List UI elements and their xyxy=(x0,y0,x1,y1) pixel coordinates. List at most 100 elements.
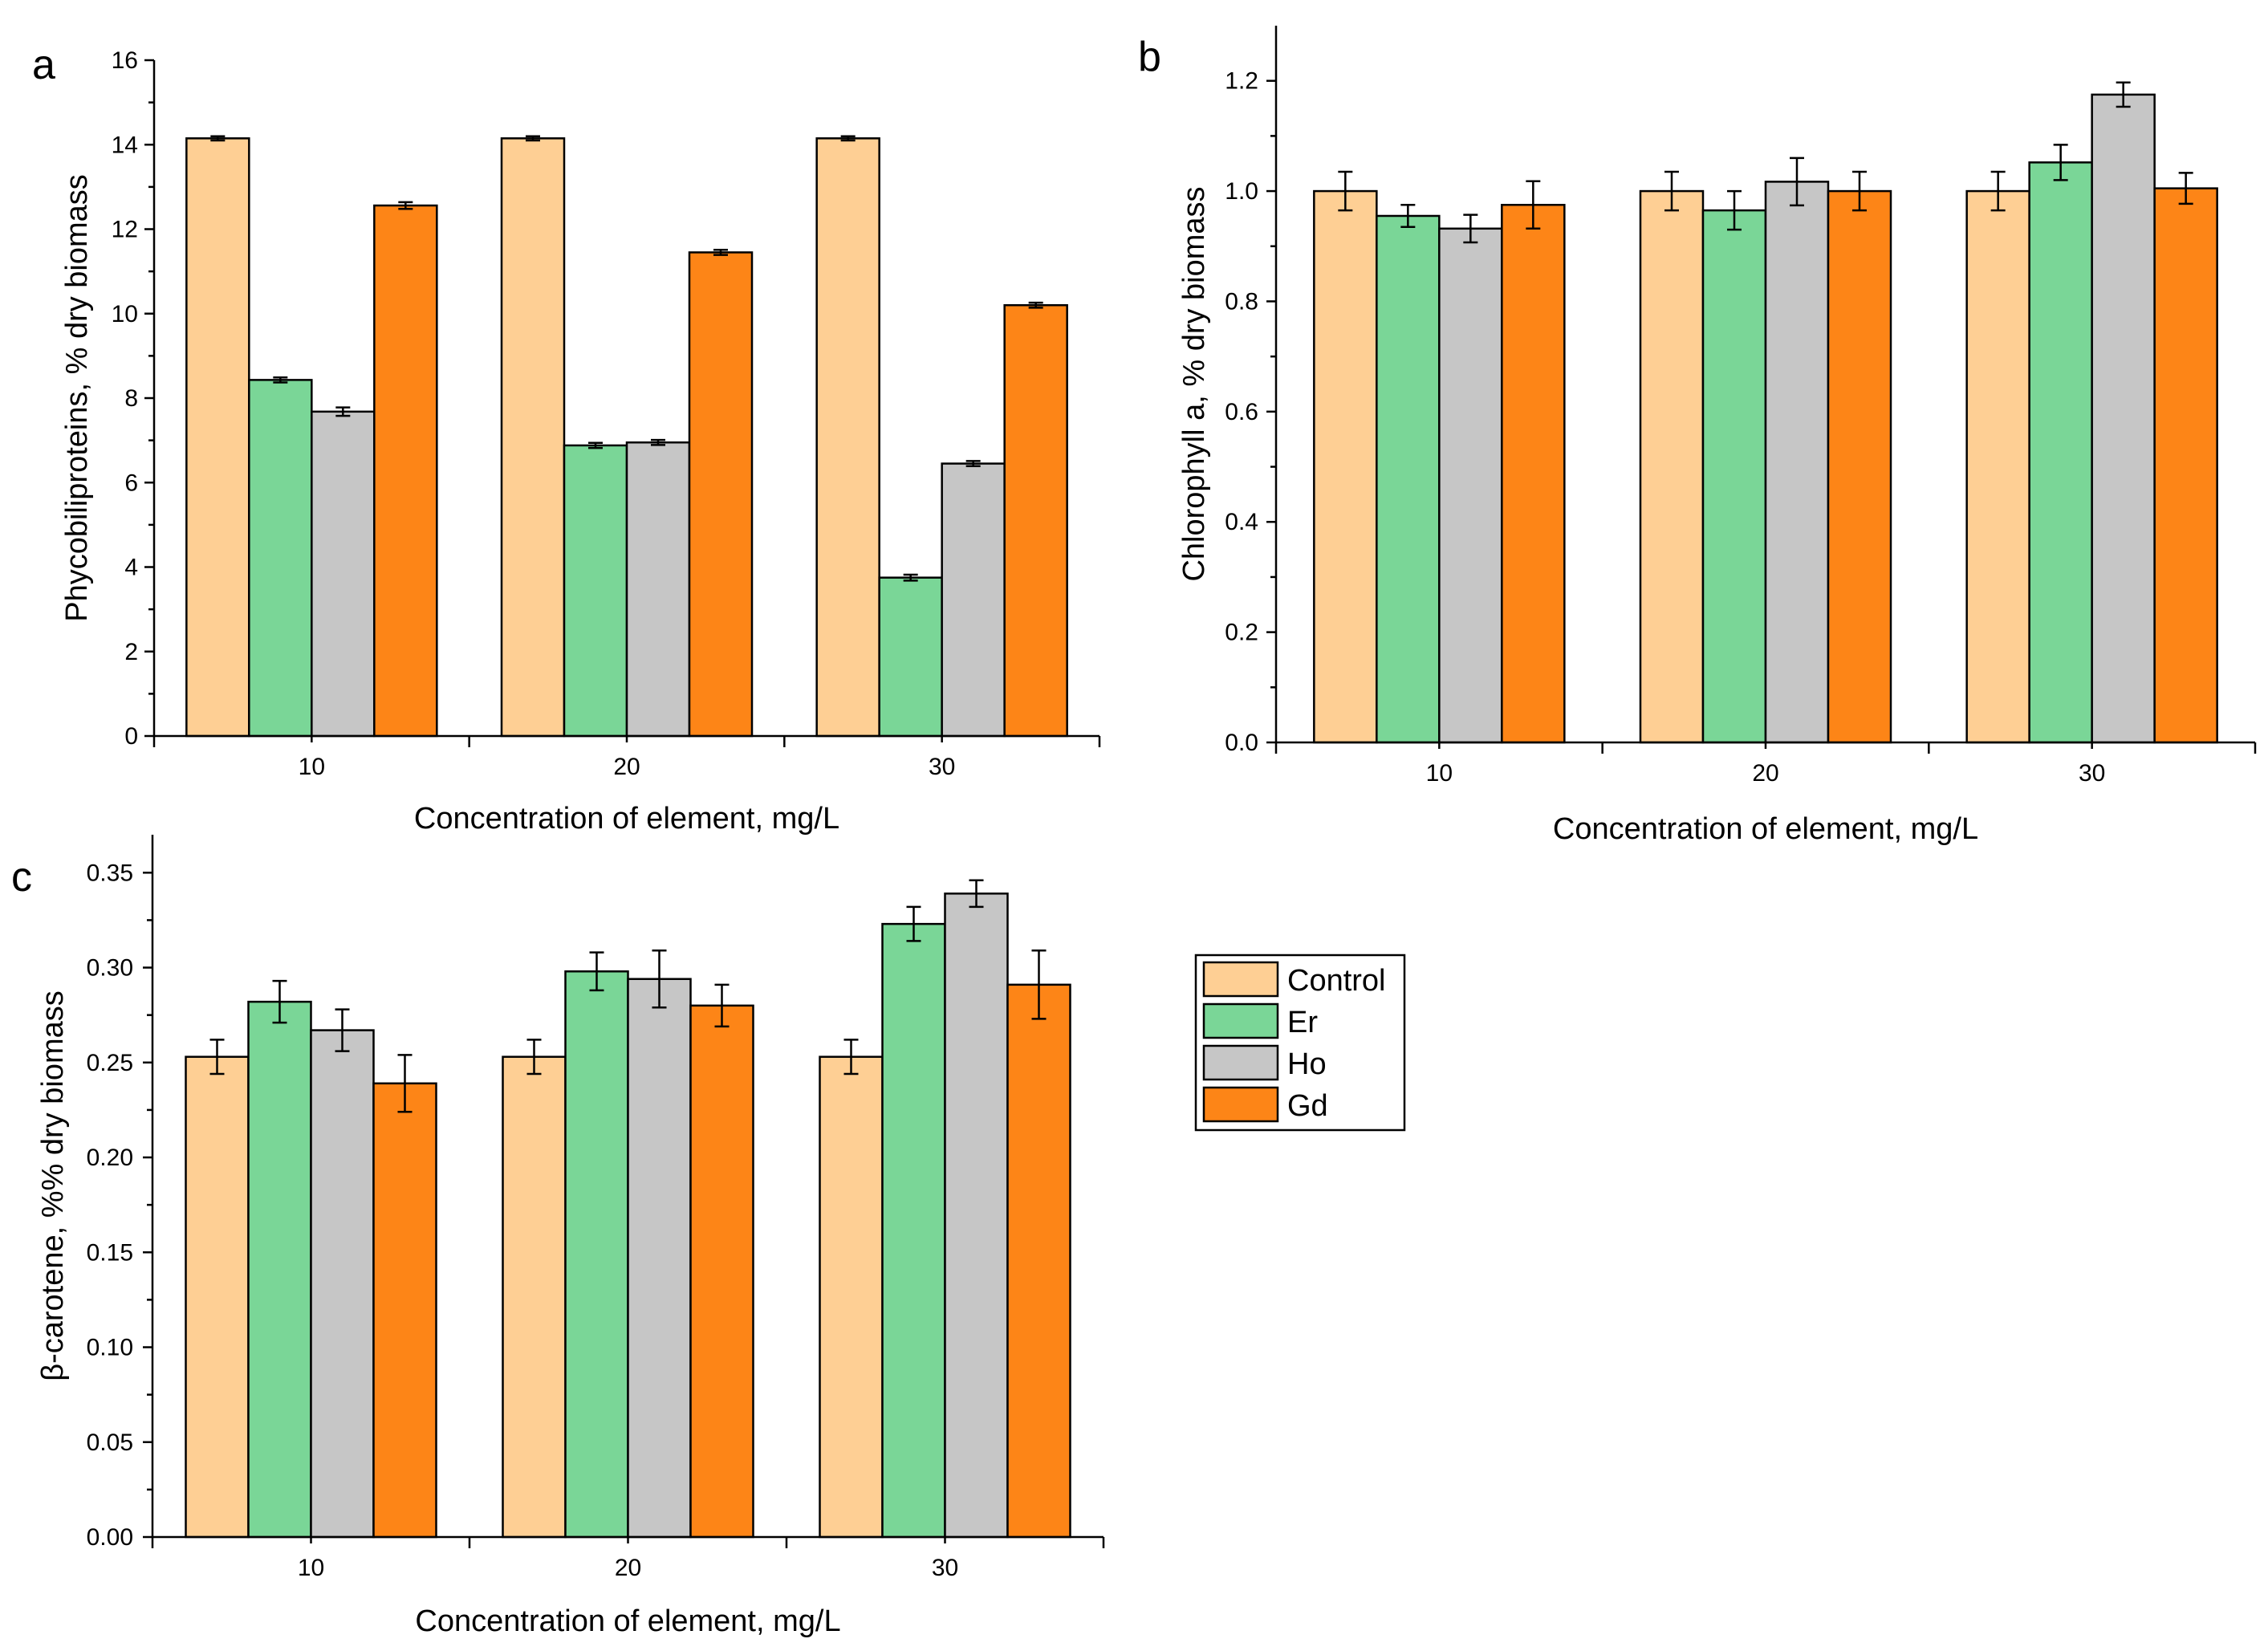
panel-b-y-tick-label: 1.0 xyxy=(1225,178,1258,205)
panel-c-y-tick-label: 0.20 xyxy=(87,1145,133,1171)
panel-c-bar-gd-10 xyxy=(372,1082,437,1539)
panel-c-x-tick-label: 10 xyxy=(298,1555,324,1581)
legend-label-gd: Gd xyxy=(1287,1089,1328,1123)
panel-letter-a: a xyxy=(32,42,55,88)
legend-swatch-er xyxy=(1202,1002,1279,1039)
panel-a-errorbar-gd-10 xyxy=(398,201,413,210)
panel-b-errorbar-ho-10 xyxy=(1463,213,1478,244)
panel-c-bar-ho-20 xyxy=(627,978,692,1539)
panel-c-errorbar-gd-30 xyxy=(1031,950,1047,1020)
panel-b-x-tick-label: 10 xyxy=(1426,760,1453,787)
panel-a-y-tick-label: 0 xyxy=(124,723,138,750)
panel-a-errorbar-control-30 xyxy=(840,135,856,142)
panel-c-bar-er-10 xyxy=(247,1000,312,1539)
panel-b-bar-er-20 xyxy=(1701,209,1767,744)
panel-c-bar-control-10 xyxy=(185,1055,250,1539)
panel-c-errorbar-ho-10 xyxy=(335,1008,350,1052)
panel-c-errorbar-er-10 xyxy=(272,979,287,1024)
panel-b-errorbar-control-10 xyxy=(1338,170,1353,212)
panel-b-y-tick-label: 0.0 xyxy=(1225,730,1258,756)
panel-a-errorbar-control-10 xyxy=(210,135,226,142)
panel-c-bar-ho-30 xyxy=(944,893,1009,1539)
panel-a-y-tick-label: 12 xyxy=(112,217,138,243)
panel-c-errorbar-gd-20 xyxy=(714,983,730,1028)
panel-a-errorbar-gd-30 xyxy=(1028,301,1043,309)
panel-b-errorbar-gd-20 xyxy=(1852,170,1867,212)
panel-c: 0.00 0.05 0.10 0.15 0.20 0.25 0.30 0.35 10 20 30 Co… xyxy=(36,835,1105,1638)
panel-c-x-tick-label: 20 xyxy=(615,1555,641,1581)
legend: Control Er Ho Gd xyxy=(1194,954,1406,1132)
panel-b-bar-ho-10 xyxy=(1438,227,1503,744)
panel-a-errorbar-ho-20 xyxy=(651,438,665,446)
panel-c-x-axis-title: Concentration of element, mg/L xyxy=(415,1604,840,1638)
panel-b-bar-control-30 xyxy=(1965,189,2030,744)
panel-a-x-axis-title: Concentration of element, mg/L xyxy=(414,802,839,836)
legend-swatch-ho xyxy=(1202,1044,1279,1081)
panel-a-bar-gd-20 xyxy=(688,251,754,738)
panel-a-errorbar-er-30 xyxy=(903,573,918,582)
panel-a-bar-er-10 xyxy=(248,379,313,738)
panel-c-x-tick-label: 30 xyxy=(932,1555,958,1581)
panel-b-errorbar-control-30 xyxy=(1990,170,2006,212)
panel-a-errorbar-er-20 xyxy=(588,441,603,449)
legend-swatch-gd xyxy=(1202,1086,1279,1123)
panel-a-y-tick-label: 4 xyxy=(124,555,138,581)
legend-swatch-control xyxy=(1202,961,1279,998)
panel-b-x-tick-label: 20 xyxy=(1752,760,1778,787)
panel-b-bar-er-10 xyxy=(1376,214,1441,744)
panel-a-errorbar-ho-30 xyxy=(965,460,981,467)
panel-b-bar-er-30 xyxy=(2028,161,2093,744)
panel-b-errorbar-gd-30 xyxy=(2178,172,2193,205)
panel-c-y-tick-label: 0.00 xyxy=(87,1524,133,1551)
panel-a: 0 2 4 6 8 10 12 14 16 10 20 30 Concentration of elem… xyxy=(60,47,1101,836)
panel-b-bar-gd-10 xyxy=(1501,204,1566,744)
panel-c-bar-er-20 xyxy=(564,970,629,1539)
panel-a-bar-control-10 xyxy=(185,137,250,738)
legend-entry-er: Er xyxy=(1202,1002,1318,1039)
panel-c-errorbar-gd-10 xyxy=(397,1054,413,1113)
panel-b-bar-control-10 xyxy=(1313,189,1378,744)
panel-b-errorbar-er-20 xyxy=(1727,189,1742,231)
panel-c-errorbar-ho-30 xyxy=(969,879,984,909)
panel-a-y-tick-label: 2 xyxy=(124,639,138,665)
panel-b-errorbar-control-20 xyxy=(1664,170,1679,212)
legend-entry-ho: Ho xyxy=(1202,1044,1327,1081)
panel-b-errorbar-er-30 xyxy=(2053,144,2068,181)
panel-c-y-tick-label: 0.10 xyxy=(87,1335,133,1361)
panel-b-errorbar-gd-10 xyxy=(1526,180,1541,230)
panel-a-y-tick-label: 8 xyxy=(124,385,138,412)
panel-a-x-tick-label: 20 xyxy=(613,754,640,780)
panel-c-errorbar-ho-20 xyxy=(652,950,667,1009)
legend-label-ho: Ho xyxy=(1287,1047,1327,1081)
panel-c-bar-gd-20 xyxy=(689,1004,754,1539)
panel-c-y-axis-title: β-carotene, %% dry biomass xyxy=(36,990,70,1381)
legend-entry-control: Control xyxy=(1202,961,1386,998)
panel-c-errorbar-control-30 xyxy=(843,1039,859,1076)
panel-a-errorbar-control-20 xyxy=(526,135,540,142)
panel-c-y-tick-label: 0.05 xyxy=(87,1429,133,1456)
panel-b-bar-gd-20 xyxy=(1827,189,1892,744)
panel-a-errorbar-ho-10 xyxy=(335,406,351,417)
panel-a-errorbar-er-10 xyxy=(273,376,288,384)
panel-b-bar-ho-20 xyxy=(1764,181,1830,744)
panel-b-y-tick-label: 1.2 xyxy=(1225,68,1258,95)
panel-a-y-tick-label: 6 xyxy=(124,470,138,496)
panel-c-y-tick-label: 0.30 xyxy=(87,955,133,982)
panel-a-y-axis-title: Phycobiliproteins, % dry biomass xyxy=(60,174,94,622)
panel-b-bar-control-20 xyxy=(1639,189,1705,744)
panel-c-bar-ho-10 xyxy=(310,1029,375,1539)
legend-entry-gd: Gd xyxy=(1202,1086,1328,1123)
panel-c-errorbar-er-20 xyxy=(589,951,604,992)
panel-c-bar-control-20 xyxy=(502,1055,567,1539)
panel-a-bar-ho-10 xyxy=(311,410,376,738)
panel-b-errorbar-er-10 xyxy=(1400,204,1416,228)
panel-b-y-tick-label: 0.8 xyxy=(1225,288,1258,315)
panel-c-bar-control-30 xyxy=(819,1055,884,1539)
panel-b-y-tick-label: 0.4 xyxy=(1225,509,1258,535)
panel-letters: a b c xyxy=(11,34,1161,901)
panel-a-y-tick-label: 16 xyxy=(112,47,138,74)
panel-c-y-tick-label: 0.35 xyxy=(87,860,133,886)
panel-b-y-axis-title: Chlorophyll a, % dry biomass xyxy=(1177,186,1211,581)
panel-letter-c: c xyxy=(11,854,32,901)
